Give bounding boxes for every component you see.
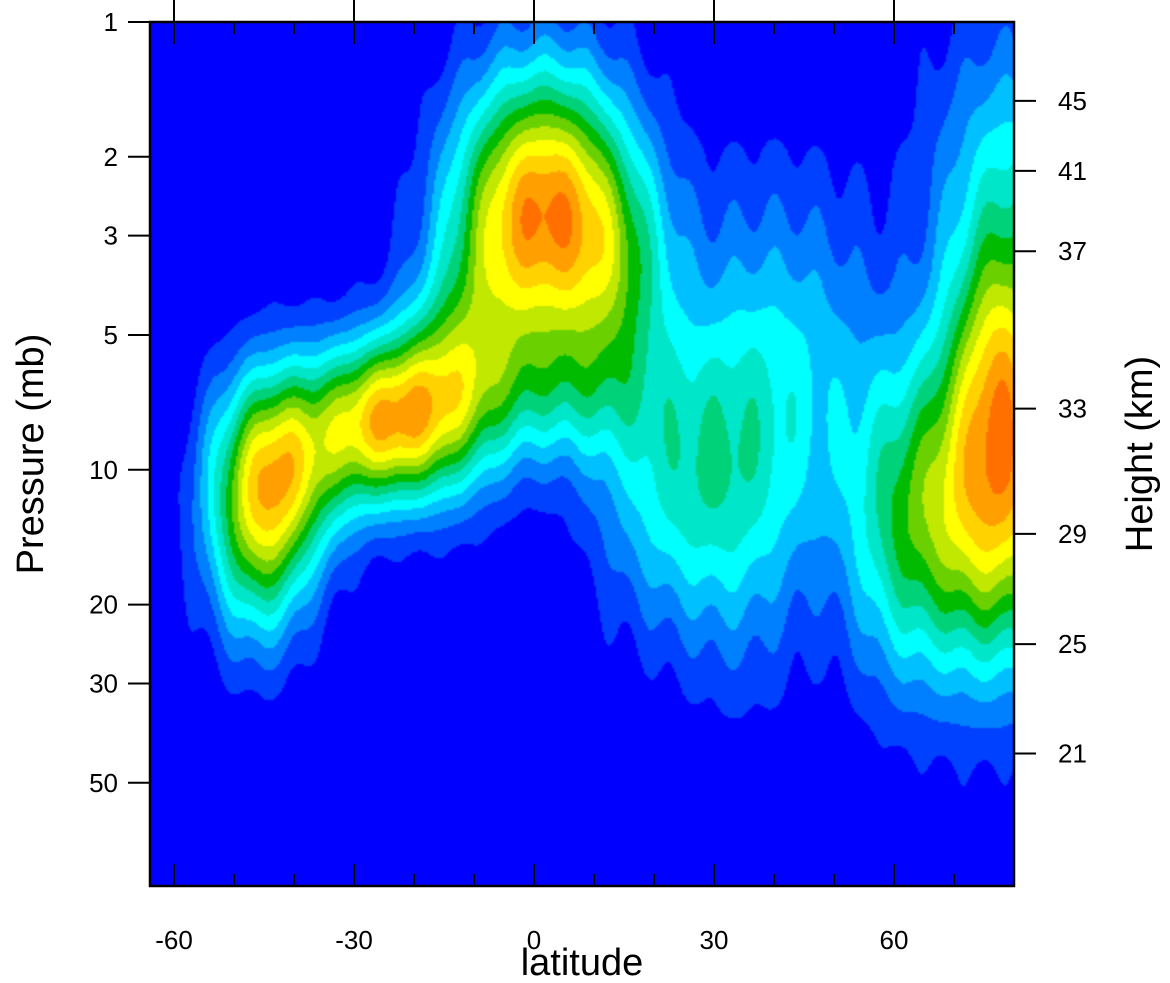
height-tick-label: 45: [1058, 86, 1087, 116]
height-tick-label: 33: [1058, 394, 1087, 424]
x-axis: -60 -30 0 30 60: [155, 0, 1015, 955]
y-axis-left: 1 2 3 5 10 20 30 50: [89, 7, 150, 798]
height-tick-label: 37: [1058, 236, 1087, 266]
y-tick-label: 10: [89, 455, 118, 485]
x-tick-label: 30: [700, 925, 729, 955]
x-tick-label: -60: [155, 925, 193, 955]
contour-field: [150, 22, 1014, 886]
y-axis-right-title: Height (km): [1119, 356, 1161, 552]
height-tick-label: 25: [1058, 629, 1087, 659]
height-tick-label: 29: [1058, 519, 1087, 549]
height-tick-label: 21: [1058, 738, 1087, 768]
plot-area: [150, 22, 1014, 886]
y-tick-label: 2: [104, 142, 118, 172]
x-tick-label: -30: [335, 925, 373, 955]
y-tick-label: 30: [89, 668, 118, 698]
y-tick-label: 5: [104, 320, 118, 350]
x-tick-label: 60: [880, 925, 909, 955]
y-tick-label: 3: [104, 221, 118, 251]
height-tick-label: 41: [1058, 156, 1087, 186]
plot-frame: [148, 20, 1016, 888]
y-tick-label: 1: [104, 7, 118, 37]
y-axis-right: 45 41 37 33 29 25 21: [1014, 86, 1087, 768]
x-axis-title: latitude: [521, 942, 644, 983]
y-axis-title: Pressure (mb): [10, 334, 52, 575]
y-tick-label: 50: [89, 768, 118, 798]
y-tick-label: 20: [89, 590, 118, 620]
x-tick-label: 0: [527, 925, 541, 955]
